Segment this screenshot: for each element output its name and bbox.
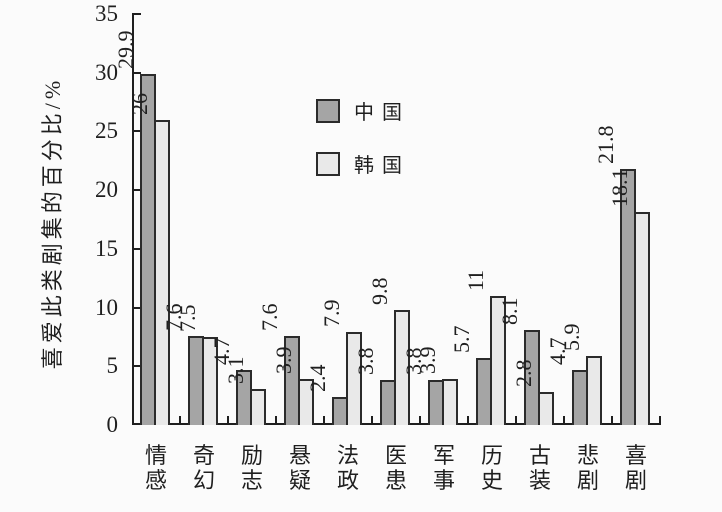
x-axis-tick	[275, 416, 277, 425]
plot-area: 29.9 26 7.6 7.5 4.7 3.1 7.6 3.9 2.4 7.9 3.8 9.8 3.8 3…	[113, 13, 661, 425]
bar-series2-cat6	[394, 309, 410, 425]
bar-value-label: 5.7	[449, 325, 474, 354]
category-label-3: 励志	[240, 443, 263, 493]
bar-series2-cat8	[490, 295, 506, 425]
x-axis-tick	[467, 416, 469, 425]
bar-group-10: 4.7 5.9	[545, 14, 612, 425]
x-axis-tick	[611, 416, 613, 425]
category-label-11: 喜剧	[624, 443, 647, 493]
bar-value-label: 26	[127, 92, 152, 115]
bar-group-3: 4.7 3.1	[209, 14, 276, 425]
x-axis-tick	[371, 416, 373, 425]
legend-item-china: 中国	[316, 96, 410, 125]
category-label-5: 法政	[336, 443, 359, 493]
y-axis-tick	[132, 130, 141, 133]
y-tick-label: 35	[95, 1, 118, 26]
category-label-9: 古装	[528, 443, 551, 493]
y-axis-tick	[132, 306, 141, 309]
y-axis-tick	[132, 365, 141, 368]
bar-value-label: 3.1	[223, 356, 248, 384]
bar-value-label: 3.9	[415, 346, 440, 375]
china-series-swatch	[316, 98, 340, 123]
bar-value-label: 3.8	[353, 347, 378, 376]
bar-value-label: 18.1	[607, 168, 632, 208]
bar-group-4: 7.6 3.9	[257, 14, 324, 425]
bar-series2-cat3	[250, 388, 266, 425]
bar-series2-cat4	[298, 379, 314, 425]
bar-value-label: 21.8	[593, 125, 618, 165]
x-axis-tick	[419, 416, 421, 425]
category-label-1: 情感	[144, 443, 167, 493]
x-axis-tick	[563, 416, 565, 425]
y-axis-tick	[132, 13, 141, 15]
x-axis-tick	[323, 416, 325, 425]
bar-group-6: 3.8 9.8	[353, 14, 420, 425]
bar-value-label: 7.5	[175, 304, 200, 332]
bar-group-5: 2.4 7.9	[305, 14, 372, 425]
bar-value-label: 7.9	[319, 299, 344, 328]
legend-label-china: 中国	[354, 102, 410, 124]
y-axis-tick	[132, 71, 141, 74]
bar-value-label: 11	[463, 269, 488, 291]
y-tick-label: 20	[95, 177, 118, 203]
x-axis-tick	[659, 416, 661, 425]
y-axis-tick	[132, 189, 141, 192]
category-label-6: 医患	[384, 443, 407, 493]
x-axis-tick	[515, 416, 517, 425]
category-label-7: 军事	[432, 443, 455, 493]
bar-series2-cat5	[346, 332, 362, 425]
bar-series2-cat10	[586, 355, 602, 425]
y-tick-label: 0	[106, 412, 119, 437]
bar-series2-cat11	[634, 212, 650, 425]
bar-value-label: 3.9	[271, 346, 296, 375]
bar-group-9: 8.1 2.8	[497, 14, 564, 425]
bar-series2-cat9	[538, 392, 554, 425]
bar-group-7: 3.8 3.9	[401, 14, 468, 425]
y-tick-label: 30	[95, 59, 118, 85]
bar-value-label: 5.9	[559, 323, 584, 351]
y-tick-label: 10	[95, 294, 118, 320]
category-label-2: 奇幻	[192, 443, 215, 493]
x-axis-tick	[227, 416, 229, 425]
bar-series2-cat2	[202, 336, 218, 425]
legend-label-korea: 韩国	[354, 155, 410, 177]
bar-group-8: 5.7 11	[449, 14, 516, 425]
x-axis-tick	[179, 416, 181, 425]
y-axis	[132, 14, 134, 425]
y-tick-label: 5	[106, 353, 119, 379]
category-label-10: 悲剧	[576, 443, 599, 493]
bar-series2-cat1	[154, 119, 170, 425]
bar-group-1: 29.9 26	[113, 14, 180, 425]
bar-value-label: 29.9	[113, 30, 138, 69]
bar-value-label: 2.8	[511, 359, 536, 388]
bar-group-11: 21.8 18.1	[593, 14, 660, 425]
y-axis-tick	[132, 247, 141, 250]
category-label-4: 悬疑	[288, 443, 311, 493]
bar-series1-cat9	[524, 329, 540, 425]
legend: 中国 韩国	[316, 96, 410, 202]
y-tick-label: 15	[95, 235, 118, 261]
bar-value-label: 9.8	[367, 277, 392, 305]
bar-value-label: 2.4	[305, 364, 330, 392]
bar-value-label: 8.1	[497, 297, 522, 325]
bar-series2-cat7	[442, 379, 458, 425]
bar-value-label: 7.6	[257, 303, 282, 331]
korea-series-swatch	[316, 151, 340, 176]
legend-item-korea: 韩国	[316, 149, 410, 178]
y-tick-label: 25	[95, 118, 118, 144]
category-label-8: 历史	[480, 443, 503, 493]
bar-group-2: 7.6 7.5	[161, 14, 228, 425]
